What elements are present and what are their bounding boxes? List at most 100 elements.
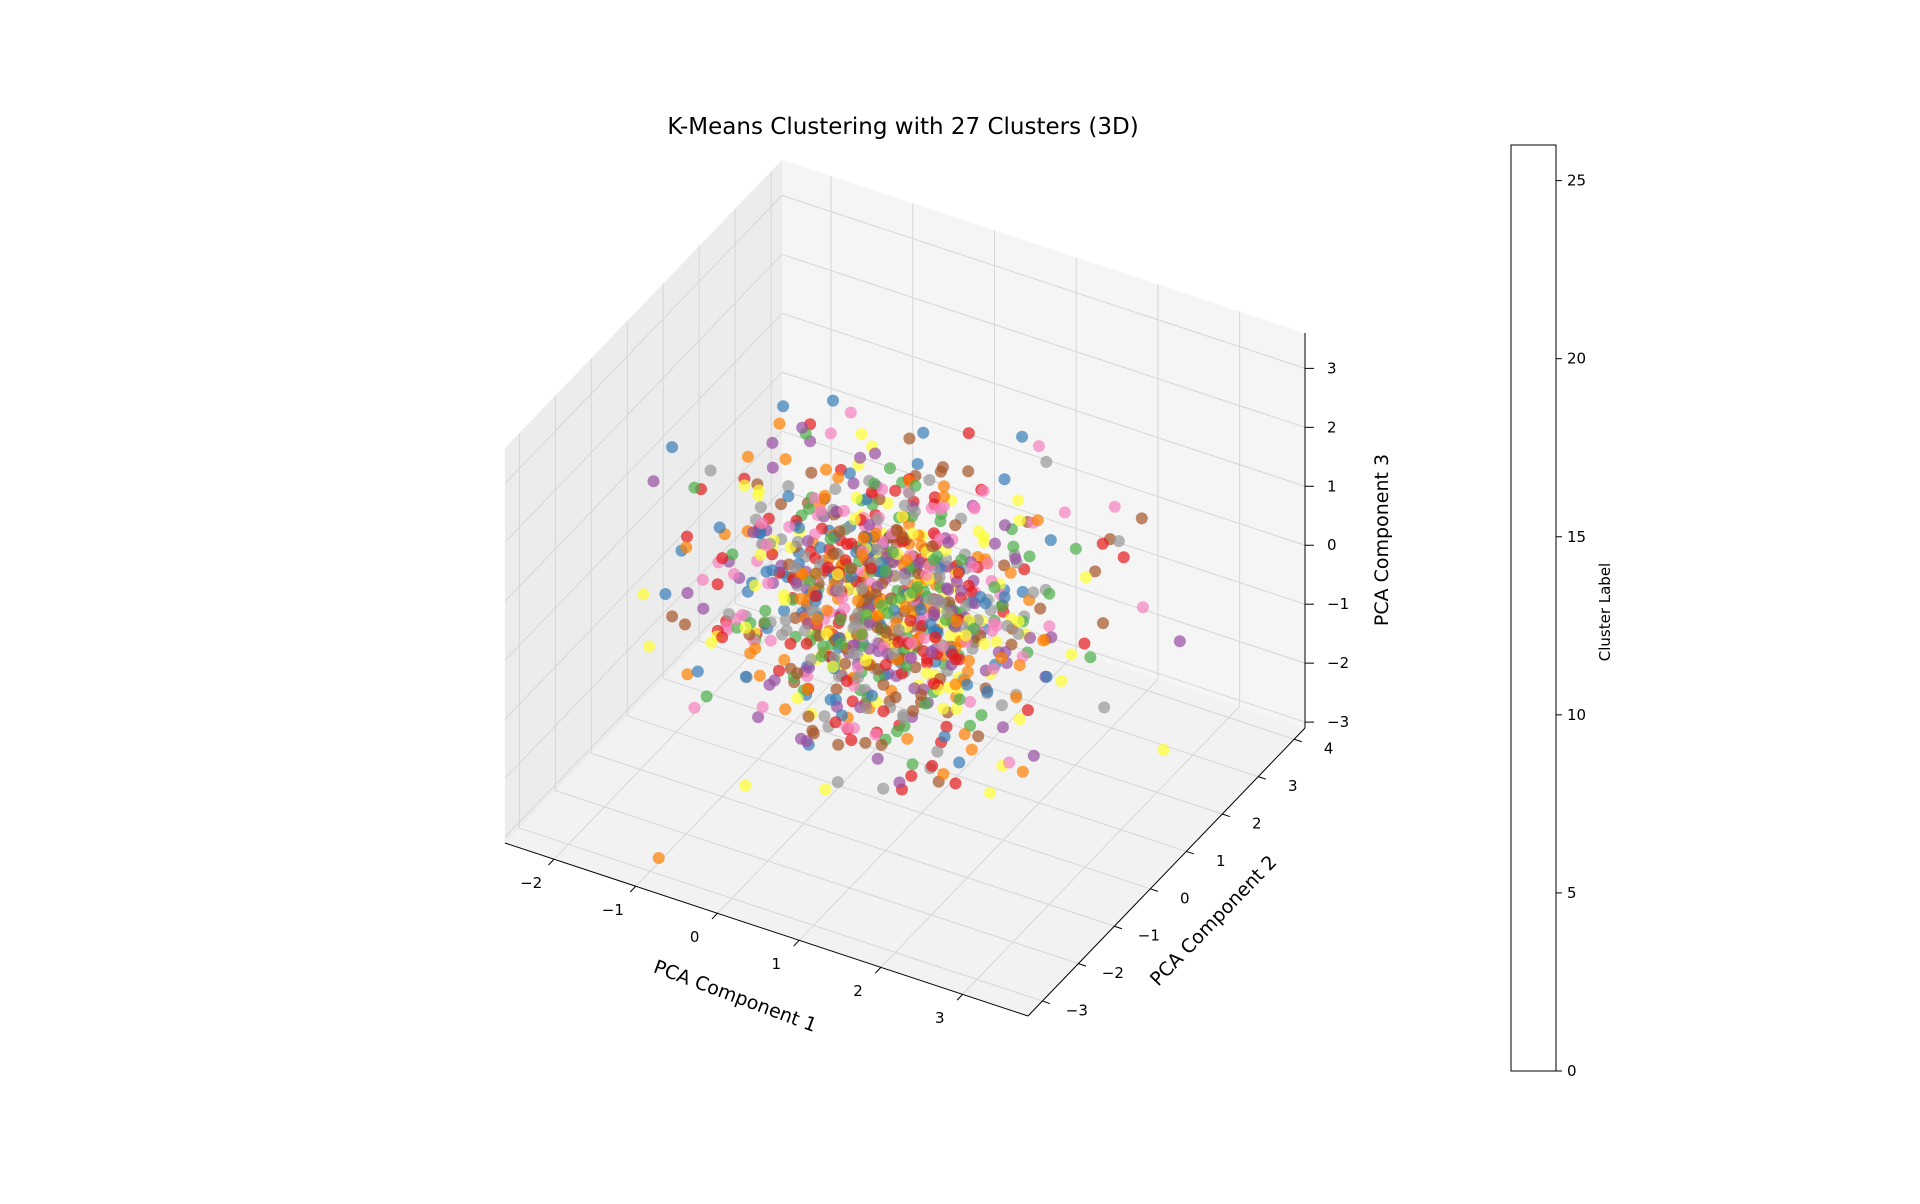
scatter-point <box>768 674 781 687</box>
scatter-point <box>871 609 883 622</box>
colorbar-label: Cluster Label <box>1596 563 1614 661</box>
scatter-point <box>892 636 905 649</box>
scatter-point <box>766 564 779 577</box>
scatter-point <box>1089 565 1102 578</box>
y-tick-label: 4 <box>1324 740 1334 758</box>
scatter-point <box>791 535 804 548</box>
scatter-point <box>726 548 739 561</box>
scatter-point <box>977 484 990 497</box>
scatter-point <box>925 502 938 515</box>
scatter-point <box>711 578 724 591</box>
scatter-point <box>779 453 792 466</box>
x-axis-line <box>504 842 1029 1017</box>
scatter-point <box>782 490 795 503</box>
scatter-point <box>832 471 845 484</box>
scatter-point <box>777 400 790 413</box>
scatter-point <box>936 640 949 653</box>
scatter-point <box>819 783 832 796</box>
scatter-point <box>953 693 966 706</box>
scatter-point <box>911 458 924 470</box>
scatter-point <box>840 675 853 687</box>
scatter-point <box>744 647 757 660</box>
scatter-point <box>1096 537 1109 550</box>
scatter-point <box>863 519 876 531</box>
colorbar-tick-label: 5 <box>1567 884 1577 902</box>
z-tick-label: 0 <box>1327 536 1337 554</box>
y-tick-label: −1 <box>1138 927 1160 945</box>
scatter-point <box>855 582 868 595</box>
scatter-point <box>773 417 786 430</box>
tick-labels: −2 −1 0 1 2 3 −3 −2 −1 0 1 2 3 4 −3 −2 −1 0 1 2 3 <box>520 359 1349 1027</box>
scatter-point <box>934 515 947 528</box>
scatter-point <box>801 682 814 695</box>
scatter-point <box>937 702 950 715</box>
scatter-point <box>801 535 814 548</box>
scatter-point <box>1013 659 1026 672</box>
scatter-point <box>885 594 898 607</box>
scatter-point <box>1157 743 1170 756</box>
scatter-point <box>990 619 1003 632</box>
scatter-point <box>950 615 963 628</box>
scatter-point <box>697 602 710 615</box>
scatter-point <box>906 758 919 771</box>
scatter-point <box>766 461 779 474</box>
scatter-point <box>691 665 704 678</box>
scatter-point <box>824 533 837 545</box>
x-axis-label: PCA Component 1 <box>651 956 820 1037</box>
scatter-point <box>972 525 985 538</box>
x-tick <box>956 994 963 1001</box>
scatter-point <box>730 621 743 634</box>
scatter-point <box>680 541 693 554</box>
scatter-point <box>871 752 884 765</box>
scatter-point <box>998 591 1011 604</box>
scatter-point <box>927 553 940 566</box>
scatter-point <box>964 695 976 708</box>
scatter-point <box>1021 704 1034 717</box>
y-tick-label: −2 <box>1102 964 1124 982</box>
scatter-point <box>764 634 777 647</box>
scatter-point <box>891 725 904 738</box>
scatter-point <box>931 594 944 607</box>
scatter-point <box>1040 455 1053 468</box>
scatter-point <box>1044 534 1057 547</box>
scatter-point <box>850 491 863 504</box>
scatter-point <box>920 666 933 679</box>
scatter-point <box>926 759 939 772</box>
scatter-point <box>1013 514 1026 527</box>
scatter-point <box>716 631 729 644</box>
scatter-point <box>857 532 870 545</box>
scatter-point <box>742 450 754 463</box>
scatter-point <box>814 541 827 554</box>
scatter-point <box>981 685 994 698</box>
scatter-point <box>1173 635 1186 648</box>
scatter-point <box>803 502 815 515</box>
scatter-point <box>962 465 975 478</box>
scatter-point <box>937 500 950 513</box>
scatter-point <box>924 618 937 630</box>
scatter-point <box>855 628 868 641</box>
scatter-point <box>778 594 791 607</box>
scatter-point <box>845 734 858 747</box>
scatter-point <box>758 616 771 629</box>
scatter-point <box>1079 571 1092 584</box>
scatter-point <box>1010 691 1023 704</box>
y-tick-label: 3 <box>1288 777 1298 795</box>
grid-line-y <box>591 752 1115 927</box>
scatter-point <box>783 520 796 533</box>
scatter-point <box>1084 651 1097 664</box>
scatter-point <box>938 480 950 493</box>
z-tick-label: 2 <box>1327 418 1337 436</box>
scatter-point <box>903 432 916 445</box>
scatter-point <box>739 621 752 634</box>
scatter-point <box>1097 617 1109 630</box>
y-tick <box>1294 738 1302 743</box>
scatter-point <box>1055 675 1068 687</box>
y-tick <box>1042 1000 1051 1005</box>
y-tick <box>1186 850 1195 855</box>
scatter-point <box>961 678 974 691</box>
scatter-point <box>809 567 822 580</box>
scatter-point <box>920 569 933 581</box>
scatter-point <box>1098 701 1111 714</box>
scatter-point <box>827 547 840 560</box>
